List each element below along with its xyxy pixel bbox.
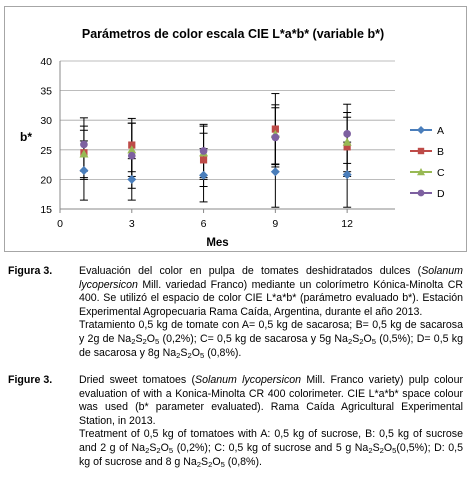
caption-en-label: Figure 3. (8, 374, 53, 386)
data-point (127, 174, 137, 184)
data-point (127, 151, 136, 160)
data-point (79, 149, 89, 158)
y-tick-label: 35 (40, 86, 52, 98)
data-point (417, 126, 425, 134)
data-point (127, 145, 137, 154)
data-point (343, 143, 351, 151)
caption-en-treatments: Treatment of 0,5 kg of tomatoes with A: … (79, 428, 463, 469)
caption-es-label: Figura 3. (8, 265, 53, 277)
x-tick-label: 3 (129, 218, 135, 230)
data-point (417, 168, 425, 176)
data-point (270, 167, 280, 177)
y-tick-label: 20 (40, 174, 52, 186)
y-tick-label: 30 (40, 115, 52, 127)
data-point (342, 137, 352, 146)
y-tick-label: 40 (40, 56, 52, 68)
x-tick-label: 12 (341, 218, 353, 230)
data-point (80, 140, 88, 149)
data-point (199, 170, 209, 180)
x-tick-label: 6 (201, 218, 207, 230)
chart-title: Parámetros de color escala CIE L*a*b* (v… (82, 27, 384, 41)
data-point (417, 189, 425, 197)
legend-label: A (437, 125, 444, 137)
y-tick-label: 25 (40, 145, 52, 157)
y-axis-label: b* (20, 130, 32, 144)
data-point (128, 141, 136, 149)
chart-container: Parámetros de color escala CIE L*a*b* (v… (4, 6, 467, 252)
data-point (343, 129, 351, 138)
x-axis-label: Mes (206, 237, 228, 249)
chart-svg: Parámetros de color escala CIE L*a*b* (v… (20, 27, 445, 249)
data-point (417, 147, 425, 155)
data-point (199, 147, 208, 155)
x-tick-label: 0 (57, 218, 63, 230)
y-tick-label: 15 (40, 204, 52, 216)
legend-label: D (437, 188, 445, 200)
data-point (79, 166, 89, 176)
caption-en: Figure 3. Dried sweet tomatoes (Solanum … (8, 374, 463, 469)
x-tick-label: 9 (272, 218, 278, 230)
data-point (342, 170, 352, 180)
legend-label: B (437, 146, 444, 158)
caption-es-treatments: Tratamiento 0,5 kg de tomate con A= 0,5 … (79, 319, 463, 360)
data-point (199, 156, 208, 164)
caption-es: Figura 3. Evaluación del color en pulpa … (8, 265, 463, 360)
data-point (271, 133, 280, 142)
caption-es-description: Evaluación del color en pulpa de tomates… (79, 265, 463, 318)
legend-label: C (437, 167, 445, 179)
caption-en-description: Dried sweet tomatoes (Solanum lycopersic… (79, 374, 463, 427)
data-point (271, 125, 279, 133)
